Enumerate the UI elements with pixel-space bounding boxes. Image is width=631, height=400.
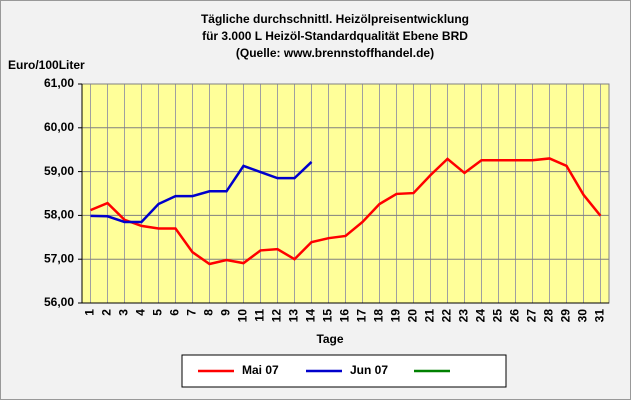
x-tick-label: 7 (185, 309, 199, 316)
x-tick-label: 8 (202, 309, 216, 316)
x-tick-label: 16 (338, 309, 352, 323)
y-tick-label: 57,00 (44, 251, 74, 265)
x-tick-label: 10 (236, 309, 250, 323)
x-tick-label: 30 (576, 309, 590, 323)
x-tick-label: 14 (304, 309, 318, 323)
x-tick-label: 27 (525, 309, 539, 323)
y-tick-label: 60,00 (44, 120, 74, 134)
x-tick-label: 12 (270, 309, 284, 323)
x-tick-label: 15 (321, 309, 335, 323)
data-line (90, 157, 602, 266)
x-tick-label: 25 (491, 309, 505, 323)
legend-box (181, 354, 507, 388)
x-tick-label: 2 (100, 309, 114, 316)
x-tick-label: 22 (440, 309, 454, 323)
x-tick-label: 11 (253, 309, 267, 322)
y-tick-label: 56,00 (44, 295, 74, 309)
x-tick-label: 24 (474, 309, 488, 323)
y-tick-label: 61,00 (44, 76, 74, 90)
x-tick-label: 31 (593, 309, 607, 323)
x-tick-label: 20 (406, 309, 420, 323)
x-tick-label: 17 (355, 309, 369, 323)
y-tick-label: 58,00 (44, 208, 74, 222)
chart-subtitle: für 3.000 L Heizöl-Standardqualität Eben… (202, 29, 468, 43)
x-tick-label: 18 (372, 309, 386, 323)
data-line (90, 161, 313, 224)
chart-source: (Quelle: www.brennstoffhandel.de) (236, 46, 434, 60)
x-tick-label: 3 (117, 309, 131, 316)
x-tick-label: 9 (219, 309, 233, 316)
legend-label: Mai 07 (242, 363, 279, 377)
x-tick-label: 21 (423, 309, 437, 323)
x-tick-label: 19 (389, 309, 403, 323)
x-tick-label: 29 (559, 309, 573, 323)
x-tick-label: 28 (542, 309, 556, 323)
x-tick-label: 13 (287, 309, 301, 323)
x-tick-label: 23 (457, 309, 471, 323)
x-axis-label: Tage (316, 332, 343, 346)
legend-label: Jun 07 (350, 363, 388, 377)
x-tick-label: 6 (168, 309, 182, 316)
y-axis-label: Euro/100Liter (8, 58, 85, 72)
x-tick-label: 5 (151, 309, 165, 316)
chart-title: Tägliche durchschnittl. Heizölpreisentwi… (201, 12, 469, 26)
y-tick-label: 59,00 (44, 164, 74, 178)
x-tick-label: 4 (134, 309, 148, 316)
x-tick-label: 26 (508, 309, 522, 323)
x-tick-label: 1 (83, 309, 97, 316)
